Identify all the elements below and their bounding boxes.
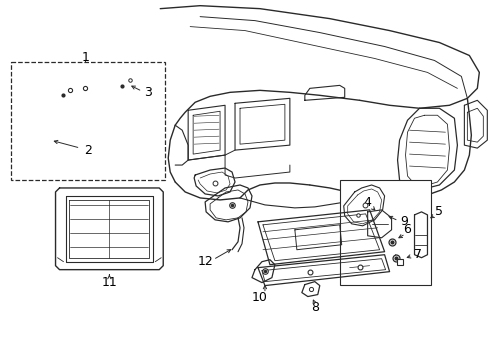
Text: 6: 6 [404, 223, 412, 236]
Text: 1: 1 [81, 51, 89, 64]
Bar [11, 62, 165, 180]
Text: 7: 7 [414, 248, 421, 261]
Text: 12: 12 [197, 255, 213, 268]
Text: 9: 9 [401, 215, 409, 228]
Text: 3: 3 [145, 86, 152, 99]
Text: 4: 4 [364, 197, 371, 210]
Bar [340, 180, 432, 285]
Text: 5: 5 [436, 205, 443, 219]
Text: 10: 10 [252, 291, 268, 304]
Text: 2: 2 [84, 144, 93, 157]
Text: 11: 11 [101, 276, 117, 289]
Text: 8: 8 [311, 301, 319, 314]
